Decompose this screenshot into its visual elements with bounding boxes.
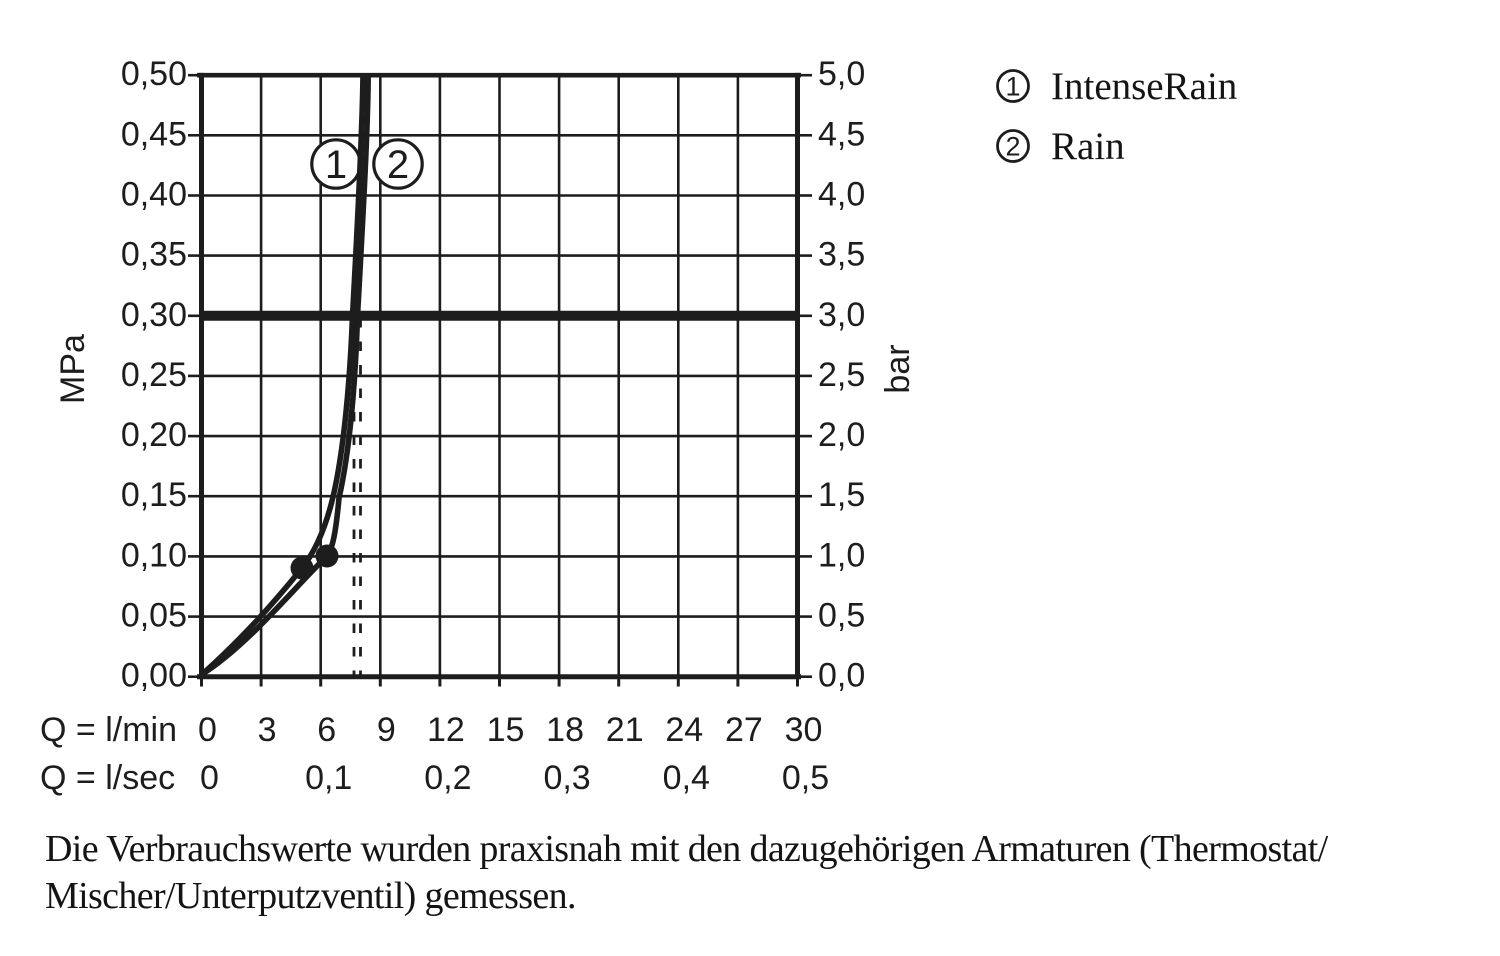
svg-text:0,2: 0,2 — [424, 759, 471, 797]
svg-text:bar: bar — [879, 344, 917, 393]
svg-text:0,4: 0,4 — [663, 759, 710, 797]
svg-text:27: 27 — [725, 711, 763, 749]
svg-text:0: 0 — [200, 759, 219, 797]
svg-text:0,40: 0,40 — [121, 176, 187, 214]
svg-text:0,10: 0,10 — [121, 536, 187, 574]
svg-text:3,5: 3,5 — [818, 236, 865, 274]
svg-text:1: 1 — [1005, 72, 1020, 102]
svg-text:2,0: 2,0 — [818, 416, 865, 454]
svg-text:0,1: 0,1 — [305, 759, 352, 797]
svg-text:1,5: 1,5 — [818, 476, 865, 514]
svg-text:12: 12 — [427, 711, 465, 749]
svg-text:0,5: 0,5 — [782, 759, 829, 797]
svg-text:0,05: 0,05 — [121, 597, 187, 635]
svg-text:5,0: 5,0 — [818, 55, 865, 93]
svg-text:0,3: 0,3 — [543, 759, 590, 797]
svg-text:0,0: 0,0 — [818, 657, 865, 695]
svg-text:0,50: 0,50 — [121, 55, 187, 93]
svg-text:0,15: 0,15 — [121, 476, 187, 514]
svg-text:30: 30 — [785, 711, 823, 749]
svg-text:IntenseRain: IntenseRain — [1051, 65, 1237, 108]
svg-text:2: 2 — [1005, 132, 1020, 162]
svg-text:2: 2 — [387, 143, 409, 187]
svg-text:0,45: 0,45 — [121, 115, 187, 153]
svg-text:4,0: 4,0 — [818, 176, 865, 214]
svg-text:15: 15 — [487, 711, 525, 749]
svg-text:0,30: 0,30 — [121, 296, 187, 334]
svg-text:2,5: 2,5 — [818, 356, 865, 394]
svg-text:3,0: 3,0 — [818, 296, 865, 334]
svg-text:1,0: 1,0 — [818, 536, 865, 574]
svg-text:9: 9 — [377, 711, 396, 749]
svg-text:MPa: MPa — [54, 334, 92, 404]
svg-text:Q = l/sec: Q = l/sec — [40, 759, 175, 797]
svg-text:3: 3 — [258, 711, 277, 749]
svg-text:18: 18 — [546, 711, 584, 749]
svg-text:24: 24 — [665, 711, 703, 749]
svg-text:21: 21 — [606, 711, 644, 749]
svg-text:Rain: Rain — [1051, 125, 1125, 168]
svg-text:0,20: 0,20 — [121, 416, 187, 454]
svg-text:1: 1 — [325, 143, 347, 187]
svg-text:4,5: 4,5 — [818, 115, 865, 153]
svg-text:6: 6 — [317, 711, 336, 749]
svg-text:0: 0 — [198, 711, 217, 749]
svg-text:0,25: 0,25 — [121, 356, 187, 394]
svg-text:0,00: 0,00 — [121, 657, 187, 695]
svg-text:0,35: 0,35 — [121, 236, 187, 274]
svg-text:Q = l/min: Q = l/min — [40, 711, 177, 749]
svg-text:0,5: 0,5 — [818, 597, 865, 635]
